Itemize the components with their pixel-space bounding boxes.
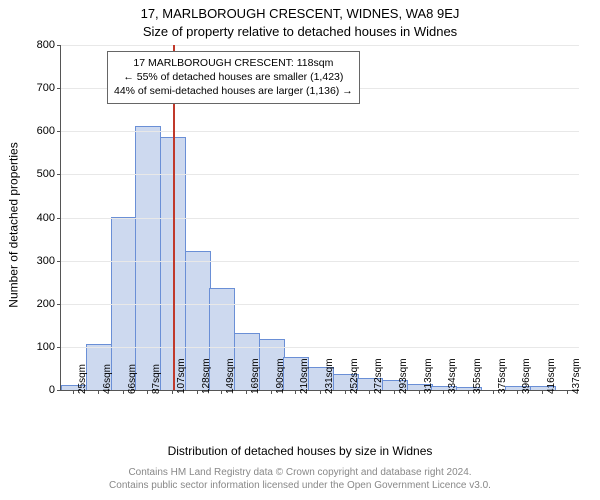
bar bbox=[135, 126, 161, 390]
xtick-label: 25sqm bbox=[77, 364, 88, 394]
xtick-mark bbox=[221, 390, 222, 394]
xtick-label: 313sqm bbox=[423, 358, 434, 394]
xtick-mark bbox=[443, 390, 444, 394]
grid-line bbox=[61, 174, 579, 175]
xtick-mark bbox=[369, 390, 370, 394]
xtick-mark bbox=[172, 390, 173, 394]
xtick-label: 190sqm bbox=[275, 358, 286, 394]
xtick-label: 149sqm bbox=[225, 358, 236, 394]
xtick-label: 107sqm bbox=[176, 358, 187, 394]
grid-line bbox=[61, 45, 579, 46]
chart-title-line2: Size of property relative to detached ho… bbox=[0, 24, 600, 39]
plot-area: 010020030040050060070080025sqm46sqm66sqm… bbox=[60, 45, 579, 391]
xtick-label: 87sqm bbox=[151, 364, 162, 394]
xtick-label: 272sqm bbox=[373, 358, 384, 394]
xtick-mark bbox=[98, 390, 99, 394]
xtick-label: 231sqm bbox=[324, 358, 335, 394]
xtick-label: 169sqm bbox=[250, 358, 261, 394]
xtick-mark bbox=[147, 390, 148, 394]
xtick-label: 355sqm bbox=[472, 358, 483, 394]
footer-text: Contains HM Land Registry data © Crown c… bbox=[0, 466, 600, 492]
xtick-label: 334sqm bbox=[447, 358, 458, 394]
xtick-mark bbox=[394, 390, 395, 394]
ytick-label: 800 bbox=[37, 39, 61, 51]
ytick-label: 600 bbox=[37, 125, 61, 137]
footer-line2: Contains public sector information licen… bbox=[0, 479, 600, 492]
xtick-mark bbox=[73, 390, 74, 394]
grid-line bbox=[61, 347, 579, 348]
footer-line1: Contains HM Land Registry data © Crown c… bbox=[0, 466, 600, 479]
ytick-label: 500 bbox=[37, 168, 61, 180]
xtick-mark bbox=[468, 390, 469, 394]
xtick-label: 210sqm bbox=[299, 358, 310, 394]
xtick-label: 46sqm bbox=[102, 364, 113, 394]
info-box-line: 17 MARLBOROUGH CRESCENT: 118sqm bbox=[114, 56, 353, 70]
xtick-label: 375sqm bbox=[497, 358, 508, 394]
xtick-mark bbox=[295, 390, 296, 394]
ytick-label: 0 bbox=[49, 384, 61, 396]
ytick-label: 200 bbox=[37, 298, 61, 310]
xtick-mark bbox=[419, 390, 420, 394]
xtick-mark bbox=[567, 390, 568, 394]
ytick-label: 400 bbox=[37, 212, 61, 224]
xtick-mark bbox=[246, 390, 247, 394]
ytick-label: 100 bbox=[37, 341, 61, 353]
xtick-mark bbox=[517, 390, 518, 394]
xtick-label: 293sqm bbox=[398, 358, 409, 394]
info-box-line: 44% of semi-detached houses are larger (… bbox=[114, 84, 353, 98]
ytick-label: 700 bbox=[37, 82, 61, 94]
xtick-mark bbox=[542, 390, 543, 394]
ytick-label: 300 bbox=[37, 255, 61, 267]
xtick-label: 252sqm bbox=[349, 358, 360, 394]
info-box-line: ← 55% of detached houses are smaller (1,… bbox=[114, 70, 353, 84]
xtick-mark bbox=[493, 390, 494, 394]
chart-title-line1: 17, MARLBOROUGH CRESCENT, WIDNES, WA8 9E… bbox=[0, 6, 600, 21]
xtick-label: 437sqm bbox=[571, 358, 582, 394]
grid-line bbox=[61, 304, 579, 305]
x-axis-label: Distribution of detached houses by size … bbox=[0, 444, 600, 458]
xtick-mark bbox=[123, 390, 124, 394]
grid-line bbox=[61, 218, 579, 219]
xtick-mark bbox=[197, 390, 198, 394]
xtick-label: 416sqm bbox=[546, 358, 557, 394]
y-axis-label-wrap: Number of detached properties bbox=[6, 45, 22, 404]
xtick-mark bbox=[320, 390, 321, 394]
xtick-label: 396sqm bbox=[521, 358, 532, 394]
info-box: 17 MARLBOROUGH CRESCENT: 118sqm← 55% of … bbox=[107, 51, 360, 104]
xtick-mark bbox=[271, 390, 272, 394]
xtick-label: 66sqm bbox=[127, 364, 138, 394]
xtick-label: 128sqm bbox=[201, 358, 212, 394]
chart-container: 17, MARLBOROUGH CRESCENT, WIDNES, WA8 9E… bbox=[0, 0, 600, 500]
y-axis-label: Number of detached properties bbox=[7, 142, 21, 307]
grid-line bbox=[61, 261, 579, 262]
grid-line bbox=[61, 131, 579, 132]
xtick-mark bbox=[345, 390, 346, 394]
